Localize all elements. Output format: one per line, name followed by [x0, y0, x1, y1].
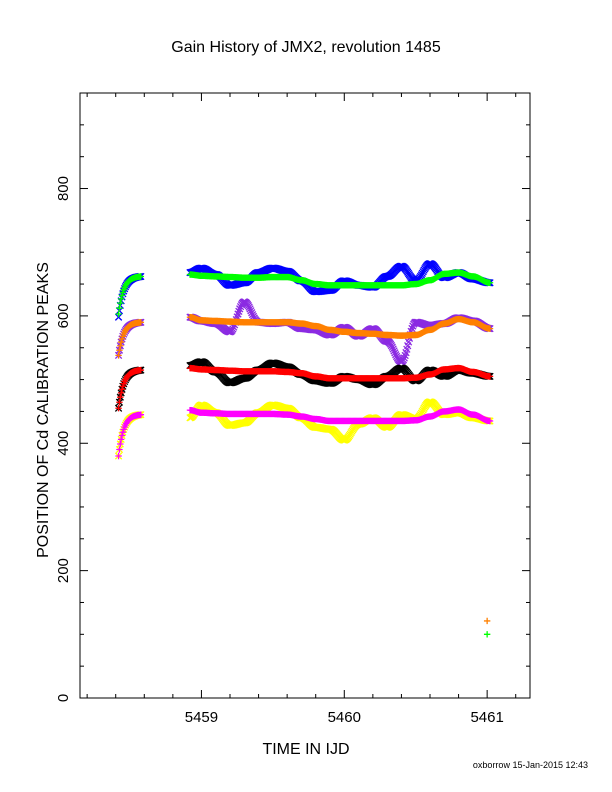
series-5-point: [115, 405, 122, 412]
series-3-point: [117, 338, 125, 346]
x-tick-label: 5459: [185, 709, 218, 726]
series-3-point: [486, 325, 494, 332]
y-tick-label: 200: [55, 558, 72, 583]
y-tick-label: 400: [55, 431, 72, 456]
series-1-point: [116, 304, 123, 312]
series-7-point: [486, 417, 494, 425]
series-2-point: [399, 356, 408, 364]
plot-frame: [79, 92, 531, 699]
series-3-point: [137, 319, 145, 326]
series-5-point: [137, 366, 145, 374]
series-1-point: [117, 299, 124, 307]
series-5-point: [486, 373, 494, 380]
x-tick-label: 5460: [328, 709, 361, 726]
series-2-point: [388, 343, 396, 351]
series-1-point: [115, 310, 122, 318]
x-tick-label: 5461: [470, 709, 503, 726]
series-7-point: [137, 411, 145, 418]
series-3-point: [117, 342, 124, 349]
y-tick-label: 600: [55, 303, 72, 328]
series-2-point: [236, 305, 244, 313]
series-3-point: [116, 346, 123, 354]
series-2-point: [400, 354, 408, 362]
y-tick-label: 800: [55, 176, 72, 201]
data-marks: [114, 260, 494, 638]
series-2-point: [246, 305, 254, 313]
series-5-point: [118, 386, 126, 393]
series-2-point: [391, 349, 399, 357]
series-5-point: [116, 399, 123, 406]
series-1-point: [118, 292, 126, 299]
footer-credit: oxborrow 15-Jan-2015 12:43: [473, 760, 588, 770]
chart-title: Gain History of JMX2, revolution 1485: [171, 39, 441, 56]
series-7-point: [116, 446, 123, 453]
series-2-point: [390, 347, 398, 355]
series-1-point: [486, 279, 494, 286]
axis-ticks: 5459 5460 5461 0 200 400 600 800: [55, 93, 530, 726]
annotation-marker-0: [483, 617, 491, 625]
series-2-point: [248, 309, 256, 317]
x-axis-label: TIME IN IJD: [262, 741, 349, 758]
series-2-point: [408, 324, 416, 333]
series-7-point: [117, 440, 124, 448]
series-7-point: [115, 452, 122, 460]
series-1-point: [117, 295, 125, 303]
series-3-point: [115, 352, 122, 359]
annotation-marker-1: [483, 631, 491, 638]
series-2-point: [247, 307, 255, 315]
series-1-point: [137, 273, 145, 280]
series-7-point: [118, 432, 126, 439]
series-2-point: [229, 325, 237, 333]
series-7-point: [117, 436, 125, 443]
series-5-point: [117, 393, 124, 401]
y-axis-label: POSITION OF Cd CALIBRATION PEAKS: [35, 262, 52, 558]
series-2-point: [389, 345, 397, 353]
series-5-point: [117, 389, 125, 397]
y-tick-label: 0: [55, 694, 72, 702]
